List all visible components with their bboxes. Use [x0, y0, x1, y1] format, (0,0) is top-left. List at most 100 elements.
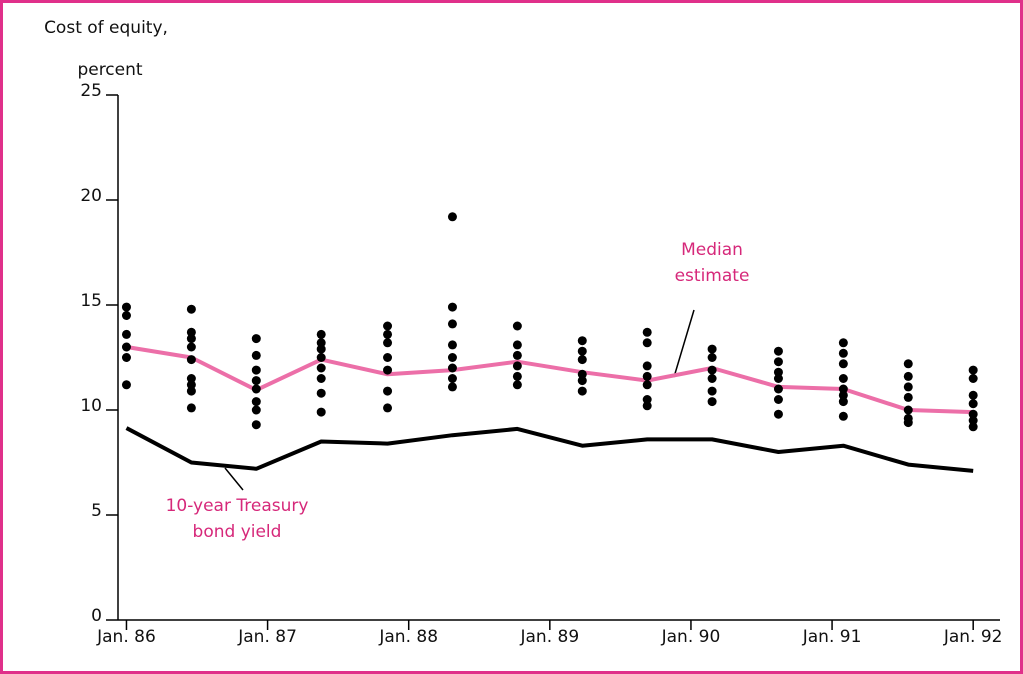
estimate-dot — [838, 390, 848, 400]
estimate-dot — [773, 384, 783, 394]
estimate-dot — [577, 346, 587, 356]
x-tick-label: Jan. 89 — [519, 627, 579, 647]
estimate-dot — [251, 334, 261, 344]
y-axis-label: percent — [77, 60, 142, 80]
estimate-dot — [186, 380, 196, 390]
estimate-dot — [968, 409, 978, 419]
estimate-dot — [838, 348, 848, 358]
estimate-dot — [512, 350, 522, 360]
estimate-dot — [968, 390, 978, 400]
estimate-dot — [773, 367, 783, 377]
data-line — [125, 426, 974, 473]
estimate-dot — [838, 359, 848, 369]
estimate-dot — [707, 374, 717, 383]
y-tick-label: 20 — [80, 186, 102, 206]
estimate-dot — [316, 374, 326, 383]
estimate-dot — [251, 384, 261, 394]
estimate-dot — [383, 365, 393, 375]
annotation: estimate — [675, 266, 750, 286]
estimate-dot — [838, 338, 848, 348]
estimate-dot — [773, 395, 783, 404]
estimate-dot — [838, 384, 848, 394]
estimate-dot — [251, 350, 261, 360]
estimate-dot — [642, 338, 652, 348]
estimate-dot — [383, 386, 393, 396]
estimate-dot — [447, 363, 457, 373]
estimate-dot — [447, 382, 457, 392]
estimate-dot — [251, 397, 261, 407]
estimate-dot — [186, 327, 196, 337]
estimate-dot — [186, 304, 196, 314]
y-tick-label: 5 — [91, 501, 102, 521]
estimate-dot — [251, 420, 261, 430]
estimate-dot — [577, 386, 587, 396]
estimate-dot — [383, 329, 393, 339]
estimate-dot — [838, 397, 848, 407]
estimate-dot — [251, 365, 261, 375]
estimate-dot — [383, 353, 393, 362]
estimate-dot — [642, 380, 652, 390]
estimate-dot — [903, 371, 913, 381]
x-tick-label: Jan. 90 — [661, 627, 721, 647]
y-tick-label: 0 — [91, 606, 102, 626]
x-tick-label: Jan. 86 — [96, 627, 156, 647]
estimate-dot — [642, 401, 652, 411]
estimate-dot — [512, 380, 522, 390]
estimate-dot — [512, 321, 522, 331]
estimate-dot — [903, 382, 913, 392]
estimate-dot — [316, 353, 326, 362]
estimate-dot — [707, 344, 717, 354]
estimate-dot — [968, 374, 978, 383]
estimate-dot — [383, 321, 393, 331]
y-tick-label: 15 — [80, 291, 102, 311]
estimate-dot — [316, 344, 326, 354]
estimate-dot — [577, 336, 587, 346]
estimate-dot — [968, 399, 978, 409]
estimate-dot — [903, 359, 913, 369]
estimate-dot — [838, 411, 848, 421]
annotation: Median — [681, 240, 743, 260]
estimate-dot — [121, 353, 131, 362]
estimate-dot — [903, 392, 913, 402]
estimate-dot — [383, 403, 393, 413]
estimate-dot — [316, 329, 326, 339]
estimate-dot — [968, 365, 978, 375]
estimate-dot — [316, 363, 326, 373]
estimate-dot — [186, 334, 196, 344]
estimate-dot — [707, 365, 717, 375]
estimate-dot — [316, 388, 326, 398]
estimate-dot — [186, 403, 196, 413]
estimate-dot — [512, 371, 522, 381]
estimate-dot — [251, 405, 261, 415]
estimate-dot — [121, 311, 131, 320]
estimate-dot — [316, 338, 326, 348]
estimate-dot — [838, 374, 848, 383]
estimate-dot — [447, 374, 457, 383]
estimate-dot — [968, 422, 978, 432]
estimate-dot — [447, 319, 457, 329]
estimate-dot — [186, 355, 196, 365]
estimate-dot — [186, 374, 196, 383]
estimate-dot — [707, 397, 717, 407]
estimate-dot — [773, 346, 783, 356]
annotation-pointer — [224, 467, 244, 491]
estimate-dot — [642, 327, 652, 337]
estimate-dot — [512, 361, 522, 371]
estimate-dot — [186, 342, 196, 352]
estimate-dot — [121, 380, 131, 390]
estimate-dot — [383, 338, 393, 348]
estimate-dot — [577, 376, 587, 386]
estimate-dot — [773, 409, 783, 419]
x-tick-label: Jan. 91 — [802, 627, 862, 647]
estimate-dot — [577, 355, 587, 365]
y-tick-label: 25 — [80, 81, 102, 101]
estimate-dot — [707, 353, 717, 362]
estimate-dot — [316, 407, 326, 417]
estimate-dot — [773, 357, 783, 367]
annotation: 10-year Treasury — [166, 496, 309, 516]
annotation: bond yield — [193, 522, 282, 542]
estimate-dot — [577, 369, 587, 379]
data-line — [126, 345, 974, 415]
